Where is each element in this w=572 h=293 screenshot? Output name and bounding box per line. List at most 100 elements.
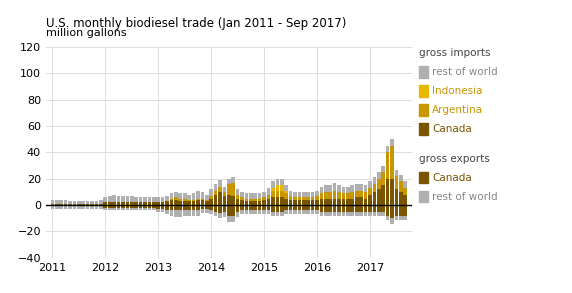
Bar xyxy=(297,192,301,197)
Bar xyxy=(223,187,226,192)
Bar xyxy=(382,205,385,212)
Bar xyxy=(368,188,372,195)
Bar xyxy=(55,206,58,209)
Bar xyxy=(236,189,240,195)
Bar xyxy=(253,210,257,214)
Bar xyxy=(364,205,367,212)
Bar xyxy=(284,190,288,193)
Bar xyxy=(284,199,288,205)
Bar xyxy=(227,179,231,184)
Bar xyxy=(156,197,160,202)
Bar xyxy=(187,210,191,216)
Bar xyxy=(143,202,147,205)
Bar xyxy=(364,185,367,192)
Bar xyxy=(64,200,67,204)
Bar xyxy=(117,208,120,210)
Bar xyxy=(258,199,261,201)
Bar xyxy=(276,190,279,197)
Bar xyxy=(214,212,217,216)
Bar xyxy=(232,177,235,183)
Bar xyxy=(346,212,349,216)
Bar xyxy=(307,192,310,197)
Bar xyxy=(249,210,253,214)
Bar xyxy=(161,205,164,209)
Bar xyxy=(130,208,134,210)
Bar xyxy=(390,218,394,224)
Bar xyxy=(377,189,380,205)
Bar xyxy=(112,208,116,210)
Bar xyxy=(399,175,403,181)
Bar xyxy=(377,205,380,212)
Bar xyxy=(355,212,359,216)
Bar xyxy=(324,212,328,216)
Bar xyxy=(315,196,319,200)
Bar xyxy=(403,195,407,205)
Bar xyxy=(59,200,63,204)
Bar xyxy=(324,185,328,192)
Bar xyxy=(359,205,363,212)
Bar xyxy=(201,200,204,205)
Bar xyxy=(108,208,112,210)
Bar xyxy=(337,212,341,216)
Bar xyxy=(112,202,116,205)
Bar xyxy=(50,205,54,206)
Bar xyxy=(125,208,129,210)
Bar xyxy=(351,185,354,192)
Bar xyxy=(205,205,209,209)
Bar xyxy=(280,185,284,190)
Bar xyxy=(187,205,191,210)
Bar xyxy=(333,199,336,205)
Bar xyxy=(297,210,301,214)
Bar xyxy=(263,200,266,205)
Bar xyxy=(125,205,129,208)
Bar xyxy=(263,210,266,214)
Bar xyxy=(196,200,200,205)
Bar xyxy=(307,197,310,200)
Bar xyxy=(192,201,195,205)
Bar xyxy=(170,210,173,216)
Text: Canada: Canada xyxy=(432,124,472,134)
Bar xyxy=(359,190,363,197)
Bar xyxy=(403,216,407,220)
Bar xyxy=(218,205,222,213)
Bar xyxy=(187,201,191,205)
Bar xyxy=(218,213,222,218)
Bar xyxy=(315,200,319,205)
Bar xyxy=(214,190,217,195)
Bar xyxy=(271,205,275,212)
Bar xyxy=(289,196,292,200)
Bar xyxy=(240,200,244,205)
Bar xyxy=(174,197,178,200)
Bar xyxy=(59,205,63,206)
Bar xyxy=(328,185,332,192)
Bar xyxy=(386,152,390,179)
Bar xyxy=(156,202,160,205)
Bar xyxy=(337,199,341,205)
Bar xyxy=(205,201,209,205)
Bar xyxy=(399,216,403,220)
FancyBboxPatch shape xyxy=(419,104,428,116)
Bar xyxy=(359,197,363,205)
Bar xyxy=(227,216,231,222)
Bar xyxy=(161,202,164,205)
Bar xyxy=(218,180,222,187)
Bar xyxy=(134,197,138,202)
Bar xyxy=(386,216,390,220)
Bar xyxy=(276,185,279,190)
Bar xyxy=(99,206,103,209)
Bar xyxy=(50,206,54,209)
Bar xyxy=(390,146,394,179)
Bar xyxy=(382,185,385,205)
Bar xyxy=(165,201,169,205)
FancyBboxPatch shape xyxy=(419,191,428,202)
Bar xyxy=(337,185,341,192)
Bar xyxy=(55,200,58,204)
Bar xyxy=(214,184,217,190)
Bar xyxy=(95,201,98,204)
Bar xyxy=(263,192,266,197)
Bar xyxy=(403,205,407,216)
Bar xyxy=(148,197,151,202)
Bar xyxy=(139,208,142,210)
Bar xyxy=(183,199,186,201)
Bar xyxy=(196,190,200,199)
